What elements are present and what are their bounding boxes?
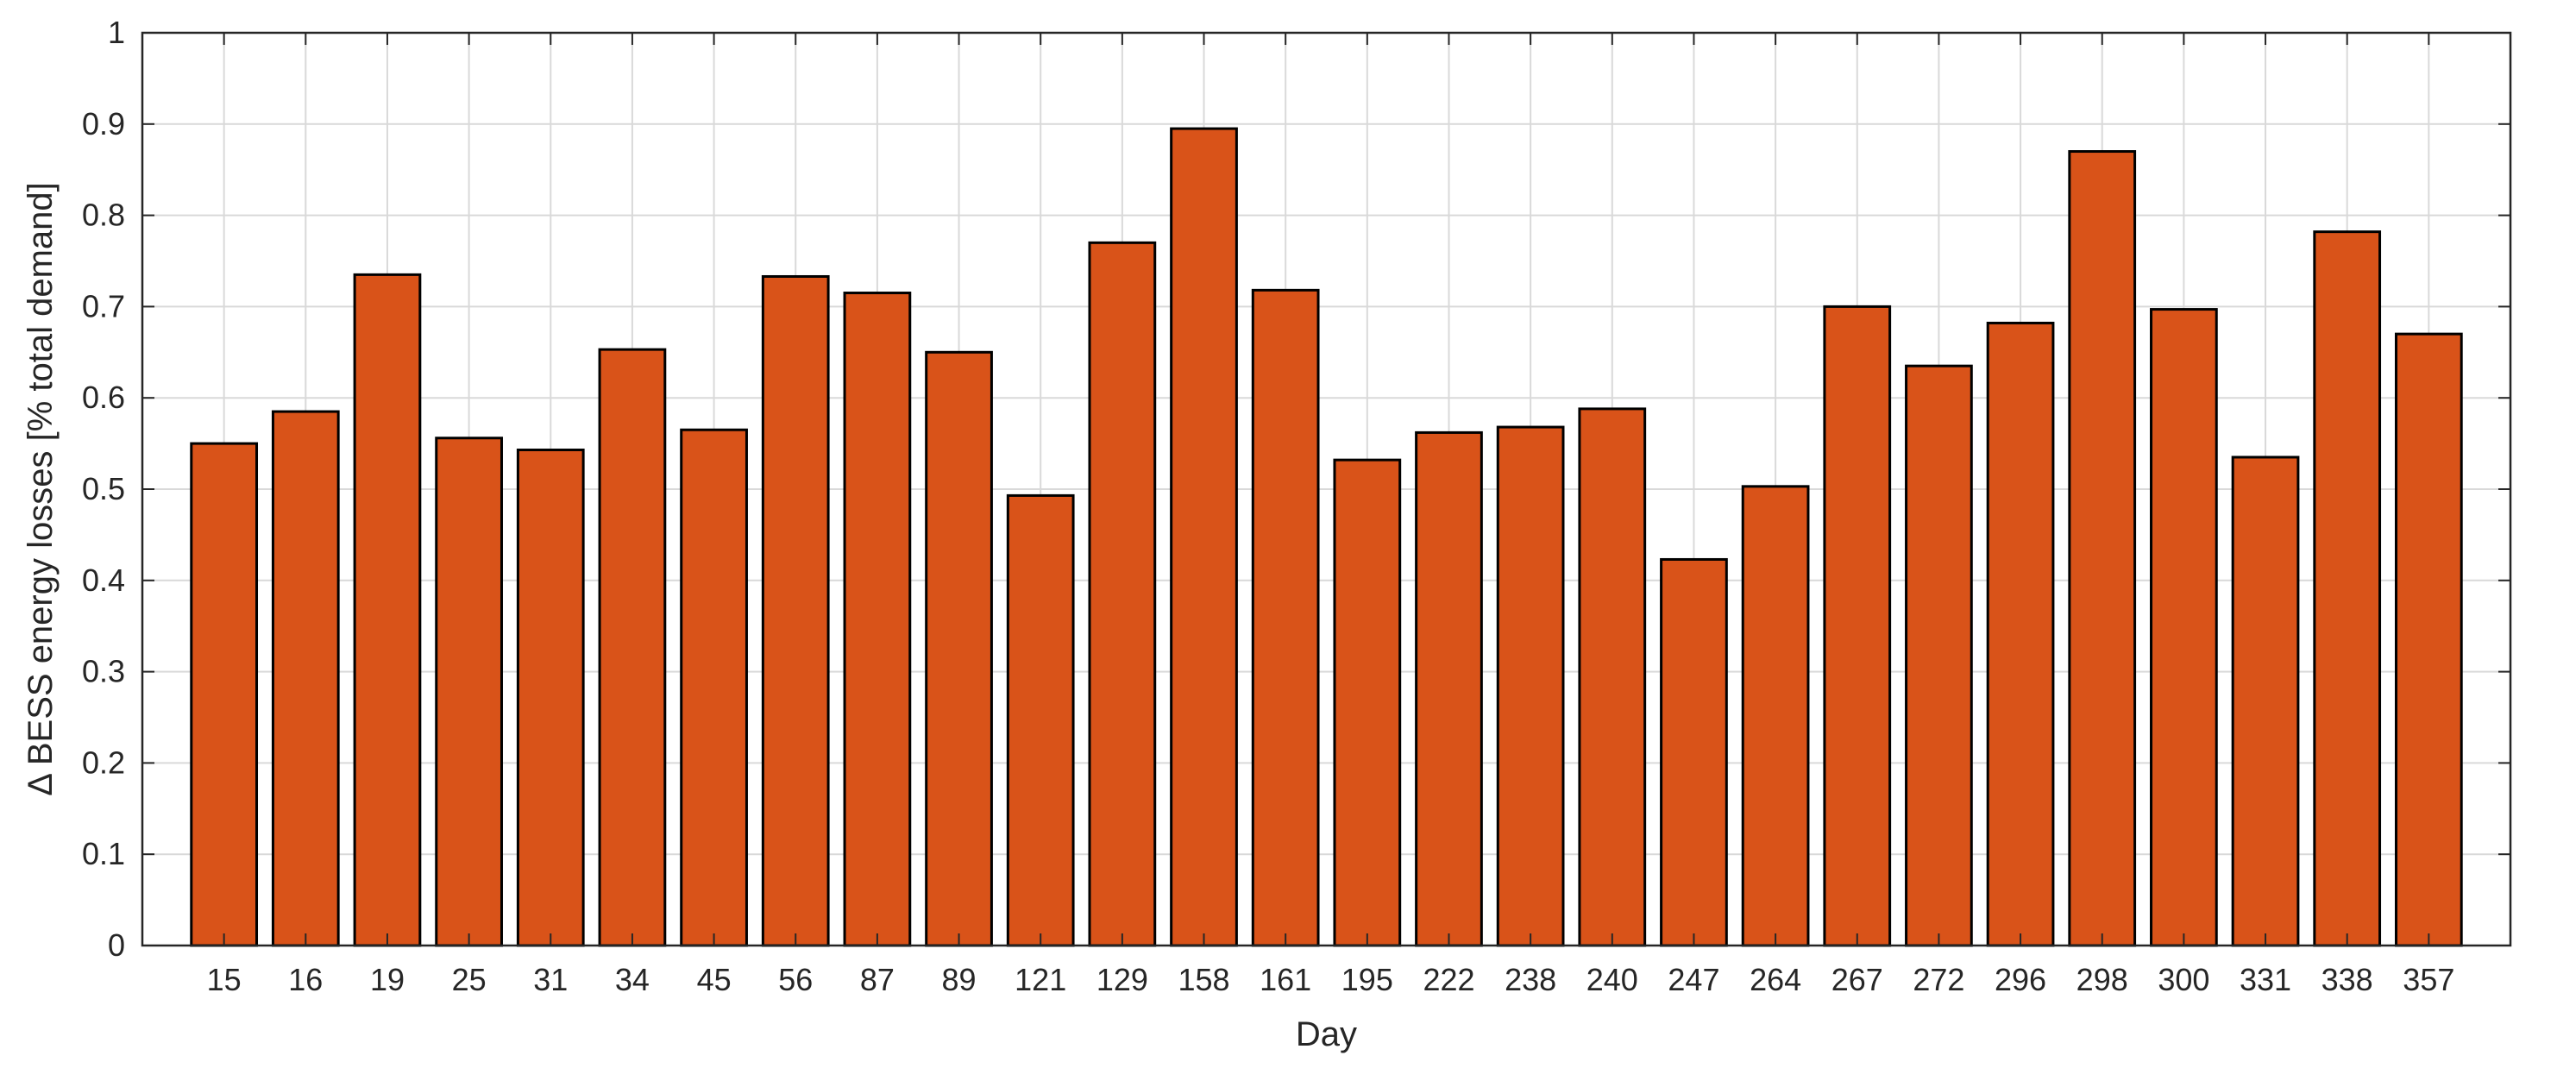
bar-day-16	[271, 410, 340, 947]
y-tick-label: 0.1	[82, 836, 125, 871]
bar-day-240	[1578, 407, 1647, 947]
x-tick-label: 264	[1750, 962, 1801, 997]
y-tick-label: 0.8	[82, 198, 125, 233]
y-axis-title: Δ BESS energy losses [% total demand]	[22, 182, 60, 796]
bar-day-158	[1170, 127, 1238, 947]
bar-day-247	[1660, 557, 1728, 947]
x-tick-label: 45	[697, 962, 732, 997]
bar-day-238	[1496, 425, 1565, 947]
x-tick-label: 247	[1668, 962, 1719, 997]
x-tick-label: 56	[778, 962, 813, 997]
x-tick-label: 338	[2322, 962, 2373, 997]
x-tick-label: 222	[1423, 962, 1474, 997]
bar-day-129	[1088, 241, 1157, 947]
bar-day-161	[1251, 288, 1320, 947]
x-tick-label: 195	[1341, 962, 1393, 997]
x-tick-label: 161	[1260, 962, 1311, 997]
bar-day-25	[435, 437, 503, 947]
bar-day-121	[1006, 493, 1075, 947]
x-tick-label: 87	[860, 962, 895, 997]
y-tick-label: 0.3	[82, 654, 125, 689]
bar-day-267	[1823, 305, 1892, 947]
x-tick-label: 19	[370, 962, 405, 997]
bar-day-298	[2068, 150, 2137, 947]
x-tick-label: 121	[1015, 962, 1066, 997]
y-tick-label: 0	[108, 927, 125, 963]
axes-box	[141, 31, 2512, 947]
x-tick-label: 158	[1178, 962, 1229, 997]
bar-day-264	[1741, 485, 1810, 947]
bars-layer	[190, 127, 2463, 947]
x-tick-label: 25	[452, 962, 487, 997]
bar-day-338	[2313, 230, 2382, 947]
labels-layer: Day Δ BESS energy losses [% total demand…	[22, 182, 1357, 1053]
y-tick-label: 1	[108, 15, 125, 50]
y-tick-label: 0.5	[82, 471, 125, 506]
bar-day-222	[1415, 430, 1483, 947]
x-tick-label: 15	[207, 962, 242, 997]
y-tick-label: 0.2	[82, 745, 125, 780]
bar-day-15	[190, 442, 259, 947]
x-tick-label: 34	[615, 962, 650, 997]
bar-day-89	[925, 350, 993, 947]
bar-day-56	[761, 274, 830, 947]
bar-day-34	[598, 348, 667, 947]
axes-layer: 0 0.1 0.2 0.3 0.4 0.5 0.6 0.7 0.8 0.9 1 15 16 19 25 31 3…	[82, 15, 2512, 997]
x-tick-label: 298	[2077, 962, 2128, 997]
x-tick-label: 31	[533, 962, 568, 997]
bar-day-87	[843, 292, 912, 947]
y-tick-label: 0.4	[82, 562, 125, 598]
bar-day-357	[2394, 332, 2463, 947]
bar-day-272	[1905, 364, 1973, 947]
x-tick-label: 357	[2403, 962, 2454, 997]
x-tick-label: 300	[2158, 962, 2209, 997]
y-tick-label: 0.7	[82, 288, 125, 324]
x-tick-label: 240	[1586, 962, 1638, 997]
x-tick-label: 16	[288, 962, 323, 997]
x-tick-label: 331	[2240, 962, 2291, 997]
bar-day-300	[2150, 308, 2218, 947]
x-tick-label: 89	[942, 962, 977, 997]
bar-day-31	[516, 449, 585, 947]
x-axis-title: Day	[1296, 1015, 1357, 1053]
x-tick-label: 238	[1505, 962, 1556, 997]
bar-day-45	[680, 428, 748, 947]
x-tick-label: 296	[1995, 962, 2046, 997]
bar-day-331	[2231, 456, 2300, 947]
bar-day-296	[1986, 321, 2055, 947]
bar-day-19	[353, 273, 422, 947]
x-tick-label: 272	[1913, 962, 1964, 997]
x-tick-label: 129	[1096, 962, 1148, 997]
y-tick-label: 0.6	[82, 380, 125, 415]
y-tick-label: 0.9	[82, 106, 125, 141]
bar-day-195	[1333, 458, 1402, 947]
x-tick-label: 267	[1831, 962, 1883, 997]
